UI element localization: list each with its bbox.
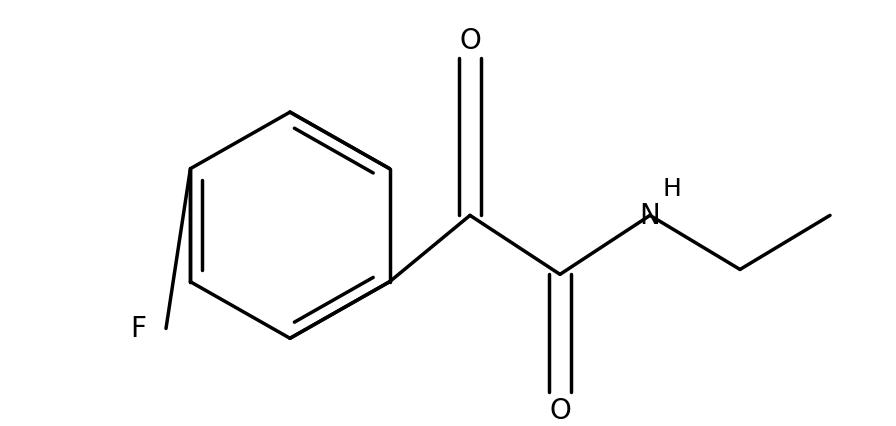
Text: O: O [549,396,571,424]
Text: O: O [459,27,481,55]
Text: N: N [640,202,660,230]
Text: H: H [662,176,682,200]
Text: F: F [130,315,146,343]
